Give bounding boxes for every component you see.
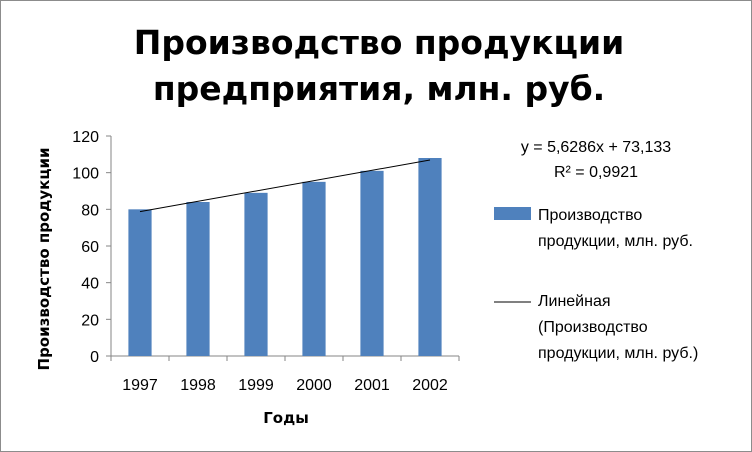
y-tick-label: 100 xyxy=(72,166,99,183)
bar xyxy=(244,192,268,356)
legend-series-swatch xyxy=(494,207,531,220)
x-axis-title: Годы xyxy=(263,409,309,427)
plot-area: 0 20 40 60 80 100 120 1997 1998 1999 2000 2001 2002 xyxy=(72,129,460,394)
y-tick-label: 80 xyxy=(81,202,99,219)
y-axis-title: Производство продукции xyxy=(35,148,53,371)
legend-trendline-label-line-3: продукции, млн. руб.) xyxy=(538,345,698,362)
trendline xyxy=(139,159,431,213)
legend-trendline-label-line-1: Линейная xyxy=(538,293,611,310)
trendline-equation: y = 5,6286x + 73,133 xyxy=(521,139,671,156)
bar xyxy=(128,209,152,356)
legend-trendline-label-line-2: (Производство xyxy=(538,319,648,336)
y-tick-label: 60 xyxy=(81,239,99,256)
x-tick-label: 2002 xyxy=(412,377,448,394)
trendline-r-squared: R² = 0,9921 xyxy=(554,164,638,181)
legend-series-label-line-1: Производство xyxy=(538,207,642,224)
x-tick-label: 2001 xyxy=(354,377,390,394)
y-tick-label: 120 xyxy=(72,129,99,146)
bar xyxy=(418,158,442,356)
x-tick-label: 2000 xyxy=(296,377,332,394)
x-tick-label: 1999 xyxy=(238,377,274,394)
x-tick-label: 1997 xyxy=(122,377,158,394)
chart-title-line-1: Производство продукции xyxy=(134,23,625,62)
bar xyxy=(360,170,384,356)
y-tick-label: 0 xyxy=(90,349,99,366)
bar xyxy=(302,181,326,356)
legend-series-label-line-2: продукции, млн. руб. xyxy=(538,233,693,250)
bar xyxy=(186,202,210,356)
chart-title-line-2: предприятия, млн. руб. xyxy=(153,69,605,108)
y-tick-label: 40 xyxy=(81,276,99,293)
x-tick-label: 1998 xyxy=(180,377,216,394)
y-tick-label: 20 xyxy=(81,312,99,329)
